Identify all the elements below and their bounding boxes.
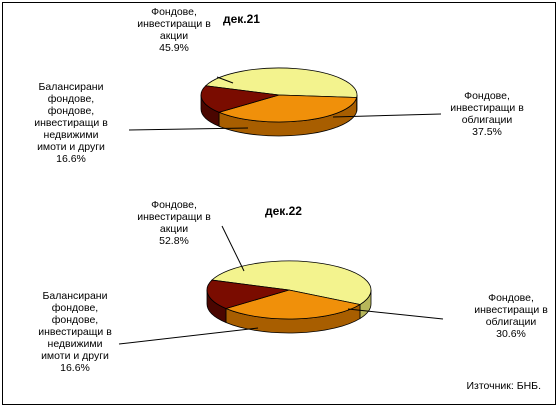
slice-label-2: Фондове, инвестиращи в облигации 30.6% (474, 292, 548, 340)
leader-line-1 (221, 225, 245, 272)
slice-label-line: Фондове, (464, 90, 510, 102)
chart-title: дек.22 (265, 204, 302, 218)
slice-label-line: инвестиращи в (137, 18, 211, 30)
source-note: Източник: БНБ. (466, 380, 541, 392)
slice-label-line: Балансирани (43, 290, 108, 302)
slice-label-line: Балансирани (39, 81, 104, 93)
slice-label-line: фондове, (48, 93, 94, 105)
slice-label-line: акции (160, 223, 188, 235)
slice-value: 45.9% (159, 42, 189, 54)
leader-line-3 (118, 327, 259, 345)
slice-label-line: инвестиращи в (474, 304, 548, 316)
leader-line-2 (332, 113, 442, 118)
slice-label-line: инвестиращи в (38, 326, 112, 338)
slice-value: 37.5% (472, 126, 502, 138)
pie-slice-3 (206, 279, 290, 309)
slice-label-2: Фондове, инвестиращи в облигации 37.5% (450, 90, 524, 138)
leader-line-2 (347, 308, 444, 320)
leader-line-1 (216, 76, 234, 84)
pie-slice-2 (217, 94, 358, 123)
slice-label-1: Фондове, инвестиращи в акции 45.9% (137, 6, 211, 54)
slice-label-line: инвестиращи в (34, 117, 108, 129)
slice-label-line: имоти и други (41, 350, 109, 362)
pie-slice-3 (200, 85, 280, 113)
slice-label-line: инвестиращи в (450, 102, 524, 114)
pie-slice-1 (211, 260, 372, 305)
slice-label-line: фондове, (48, 105, 94, 117)
slice-value: 16.6% (56, 153, 86, 165)
slice-label-line: Фондове, (488, 292, 534, 304)
slice-label-line: акции (160, 30, 188, 42)
slice-label-line: фондове, (52, 314, 98, 326)
slice-value: 30.6% (496, 328, 526, 340)
slice-label-line: облигации (486, 316, 537, 328)
slice-value: 16.6% (60, 362, 90, 374)
slice-label-line: фондове, (52, 302, 98, 314)
slice-label-line: Фондове, (151, 6, 197, 18)
slice-label-line: имоти и други (37, 141, 105, 153)
slice-label-1: Фондове, инвестиращи в акции 52.8% (137, 199, 211, 247)
slice-label-line: Фондове, (151, 199, 197, 211)
slice-label-line: облигации (462, 114, 513, 126)
slice-value: 52.8% (159, 235, 189, 247)
slice-label-3: Балансирани фондове, фондове, инвестиращи в… (38, 290, 112, 374)
slice-label-line: инвестиращи в (137, 211, 211, 223)
chart-title: дек.21 (223, 12, 260, 26)
leader-line-3 (128, 127, 249, 131)
slice-label-line: недвижими (48, 338, 103, 350)
slice-label-3: Балансирани фондове, фондове, инвестиращи в… (34, 81, 108, 165)
slice-label-line: недвижими (44, 129, 99, 141)
